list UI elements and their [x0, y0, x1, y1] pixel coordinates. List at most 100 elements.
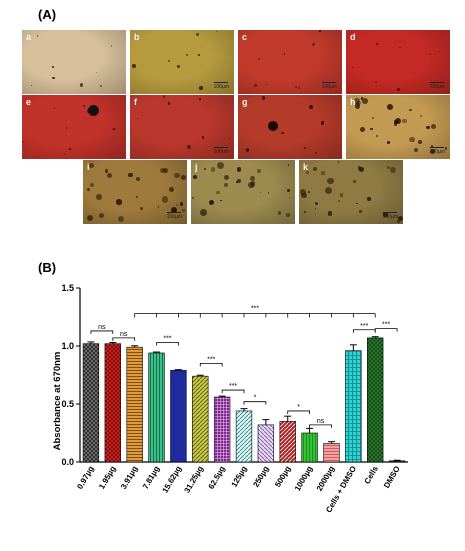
cell-speck: [107, 173, 113, 179]
cell-speck: [325, 186, 333, 194]
cell-speck: [36, 35, 38, 37]
cell-speck: [63, 154, 66, 156]
bar-13: [367, 337, 384, 463]
cell-speck: [314, 207, 317, 210]
significance-bracket-label: ns: [98, 324, 106, 331]
cell-speck: [157, 206, 160, 208]
micrograph-f: f 100µm: [130, 95, 234, 159]
cell-speck: [136, 177, 141, 181]
cell-speck: [285, 212, 290, 217]
cell-speck: [396, 219, 401, 224]
cell-speck: [132, 64, 137, 69]
significance-bracket-label: ***: [207, 356, 215, 363]
cell-speck: [191, 197, 195, 200]
cell-speck: [360, 126, 366, 132]
dark-particle: [268, 121, 278, 131]
cell-speck: [320, 121, 325, 125]
cell-speck: [394, 118, 401, 125]
micrograph-letter: d: [350, 32, 356, 42]
cell-speck: [394, 123, 397, 126]
cell-speck: [199, 86, 203, 90]
cell-speck: [305, 171, 309, 175]
cell-speck: [356, 100, 362, 106]
scale-bar: [322, 82, 336, 83]
cell-speck: [360, 97, 364, 100]
significance-bracket: [243, 401, 267, 405]
cell-speck: [168, 187, 174, 193]
cell-speck: [428, 53, 431, 56]
panel-a-label: (A): [38, 7, 57, 22]
bar-3: [148, 352, 165, 463]
cell-speck: [358, 166, 362, 170]
cell-speck: [79, 83, 83, 87]
cell-speck: [245, 148, 250, 152]
scale-bar: [383, 212, 397, 213]
micrograph-h: h 100µm: [346, 95, 450, 159]
cell-speck: [88, 163, 94, 169]
micrograph-e: e: [22, 95, 126, 159]
panel-b-label: (B): [38, 260, 57, 275]
cell-speck: [112, 128, 115, 130]
significance-bracket: [156, 342, 179, 346]
x-tick-label: 2000µg: [315, 464, 336, 492]
cell-speck: [383, 212, 388, 217]
y-tick-label: 1.0: [61, 341, 74, 351]
cell-speck: [337, 199, 341, 203]
bar-6: [213, 396, 231, 463]
cell-speck: [139, 206, 143, 211]
scale-label: 100µm: [382, 214, 398, 220]
bar-10: [301, 432, 318, 463]
bar-8: [257, 424, 275, 463]
cell-speck: [220, 200, 222, 202]
cell-speck: [354, 103, 361, 109]
cell-speck: [168, 102, 171, 105]
scale-label: 100µm: [429, 149, 445, 155]
cell-speck: [412, 140, 415, 142]
cell-speck: [236, 167, 242, 172]
cell-speck: [431, 145, 434, 148]
micrograph-letter: i: [87, 162, 90, 172]
cell-speck: [375, 42, 379, 46]
cell-speck: [309, 105, 313, 109]
cell-speck: [386, 140, 390, 144]
cell-speck: [315, 151, 317, 154]
scale-label: 100µm: [213, 84, 229, 90]
cell-speck: [433, 53, 435, 56]
cell-speck: [386, 104, 393, 111]
cell-speck: [298, 87, 300, 89]
micrograph-letter: e: [26, 97, 32, 107]
cell-speck: [216, 161, 224, 169]
micrograph-letter: g: [242, 97, 248, 107]
significance-bracket: [309, 424, 332, 428]
micrograph-a: a: [22, 30, 126, 94]
cell-speck: [354, 97, 360, 104]
cell-speck: [167, 59, 170, 62]
cell-speck: [51, 66, 54, 69]
cell-speck: [136, 196, 138, 198]
cell-speck: [277, 211, 282, 215]
cell-speck: [175, 203, 179, 207]
scale-bar: [167, 212, 181, 213]
cell-speck: [338, 161, 340, 163]
cell-speck: [195, 33, 199, 37]
significance-bracket-label: *: [297, 404, 300, 411]
cell-speck: [397, 215, 403, 222]
scale-bar: [430, 147, 444, 148]
significance-bracket: [352, 329, 376, 333]
cell-speck: [361, 98, 368, 104]
cell-speck: [353, 179, 357, 183]
cell-speck: [128, 172, 133, 178]
cell-speck: [429, 148, 436, 155]
cell-speck: [359, 210, 362, 213]
significance-bracket-label: ***: [382, 322, 390, 329]
micrograph-c: c 100µm: [238, 30, 342, 94]
significance-bracket-label: ***: [163, 336, 171, 343]
micrograph-letter: j: [195, 162, 198, 172]
cell-speck: [431, 124, 436, 130]
cell-speck: [69, 148, 71, 150]
cell-speck: [394, 120, 398, 124]
cell-speck: [295, 85, 298, 88]
cell-speck: [248, 95, 251, 97]
cell-speck: [65, 126, 68, 129]
